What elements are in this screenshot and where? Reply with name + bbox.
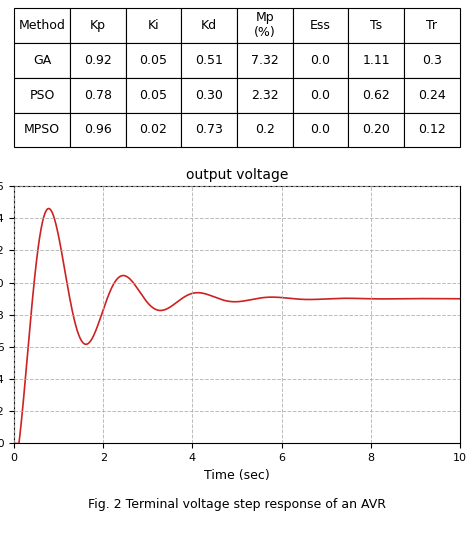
Text: Fig. 2 Terminal voltage step response of an AVR: Fig. 2 Terminal voltage step response of… (88, 498, 386, 511)
Title: output voltage: output voltage (186, 168, 288, 182)
X-axis label: Time (sec): Time (sec) (204, 469, 270, 482)
